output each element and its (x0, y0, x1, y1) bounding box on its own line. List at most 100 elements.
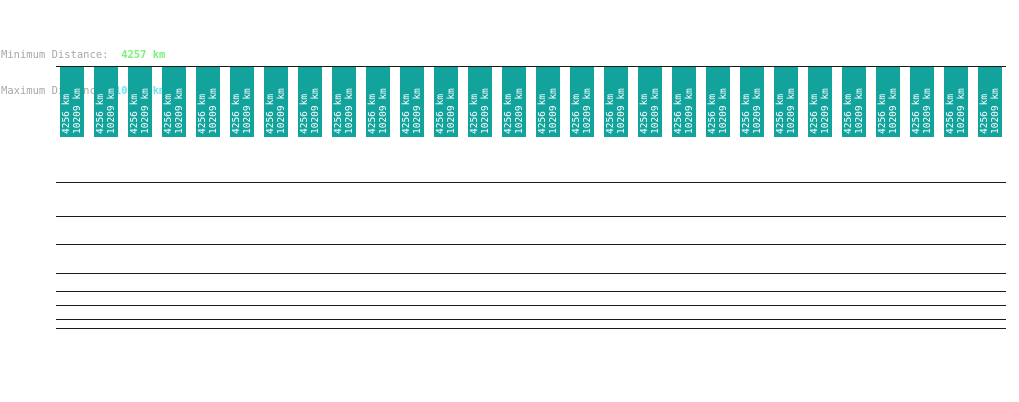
distance-bar: 4256 km 10209 km (162, 67, 186, 137)
bar-max-distance: 10209 km (378, 88, 389, 134)
distance-bar-text: 4256 km 10209 km (197, 67, 219, 137)
bar-max-distance: 10209 km (990, 88, 1001, 134)
bar-min-distance: 4256 km (299, 93, 310, 134)
distance-bar: 4256 km 10209 km (706, 67, 730, 137)
bar-min-distance: 4256 km (673, 93, 684, 134)
bar-max-distance: 10209 km (854, 88, 865, 134)
distance-bar-text: 4256 km 10209 km (775, 67, 797, 137)
bar-min-distance: 4256 km (775, 93, 786, 134)
bar-min-distance: 4256 km (265, 93, 276, 134)
grid-line (56, 328, 1006, 329)
bar-min-distance: 4256 km (95, 93, 106, 134)
distance-bar-text: 4256 km 10209 km (809, 67, 831, 137)
distance-bar: 4256 km 10209 km (434, 67, 458, 137)
distance-bar-text: 4256 km 10209 km (979, 67, 1001, 137)
distance-bar-text: 4256 km 10209 km (537, 67, 559, 137)
bar-min-distance: 4256 km (61, 93, 72, 134)
distance-bar-text: 4256 km 10209 km (945, 67, 967, 137)
distance-bar-text: 4256 km 10209 km (129, 67, 151, 137)
bar-max-distance: 10209 km (786, 88, 797, 134)
distance-bar: 4256 km 10209 km (910, 67, 934, 137)
distance-bar-text: 4256 km 10209 km (61, 67, 83, 137)
distance-bar-text: 4256 km 10209 km (469, 67, 491, 137)
bar-max-distance: 10209 km (616, 88, 627, 134)
bar-max-distance: 10209 km (446, 88, 457, 134)
bar-min-distance: 4256 km (469, 93, 480, 134)
bar-min-distance: 4256 km (843, 93, 854, 134)
distance-bar: 4256 km 10209 km (230, 67, 254, 137)
bar-min-distance: 4256 km (639, 93, 650, 134)
bar-max-distance: 10209 km (480, 88, 491, 134)
bar-max-distance: 10209 km (922, 88, 933, 134)
bar-min-distance: 4256 km (503, 93, 514, 134)
distance-bar-text: 4256 km 10209 km (435, 67, 457, 137)
bar-max-distance: 10209 km (752, 88, 763, 134)
distance-bar: 4256 km 10209 km (808, 67, 832, 137)
bar-min-distance: 4256 km (741, 93, 752, 134)
min-distance-label: Minimum Distance: (1, 49, 109, 61)
distance-bar-text: 4256 km 10209 km (707, 67, 729, 137)
bar-max-distance: 10209 km (242, 88, 253, 134)
distance-bar-text: 4256 km 10209 km (605, 67, 627, 137)
distance-bar: 4256 km 10209 km (842, 67, 866, 137)
distance-bar: 4256 km 10209 km (604, 67, 628, 137)
distance-bar: 4256 km 10209 km (128, 67, 152, 137)
distance-bar: 4256 km 10209 km (502, 67, 526, 137)
grid-line (56, 305, 1006, 306)
bar-max-distance: 10209 km (582, 88, 593, 134)
bar-max-distance: 10209 km (208, 88, 219, 134)
distance-bar-text: 4256 km 10209 km (367, 67, 389, 137)
bar-max-distance: 10209 km (276, 88, 287, 134)
distance-bar-text: 4256 km 10209 km (877, 67, 899, 137)
bar-min-distance: 4256 km (877, 93, 888, 134)
bar-max-distance: 10209 km (344, 88, 355, 134)
bar-min-distance: 4256 km (809, 93, 820, 134)
bar-max-distance: 10209 km (820, 88, 831, 134)
bar-min-distance: 4256 km (197, 93, 208, 134)
bar-min-distance: 4256 km (911, 93, 922, 134)
distance-bar: 4256 km 10209 km (536, 67, 560, 137)
bar-max-distance: 10209 km (72, 88, 83, 134)
bar-max-distance: 10209 km (684, 88, 695, 134)
distance-bar-text: 4256 km 10209 km (333, 67, 355, 137)
bar-min-distance: 4256 km (979, 93, 990, 134)
bar-max-distance: 10209 km (650, 88, 661, 134)
distance-bar: 4256 km 10209 km (400, 67, 424, 137)
bar-max-distance: 10209 km (310, 88, 321, 134)
top-rule (56, 66, 1006, 67)
min-distance-value: 4257 km (121, 49, 166, 61)
bar-min-distance: 4256 km (605, 93, 616, 134)
bar-min-distance: 4256 km (435, 93, 446, 134)
bar-max-distance: 10209 km (140, 88, 151, 134)
bar-max-distance: 10209 km (888, 88, 899, 134)
bar-min-distance: 4256 km (707, 93, 718, 134)
bar-min-distance: 4256 km (231, 93, 242, 134)
distance-bar-text: 4256 km 10209 km (639, 67, 661, 137)
distance-bars: 4256 km 10209 km 4256 km 10209 km 4256 km 102… (60, 67, 1006, 137)
distance-bar: 4256 km 10209 km (366, 67, 390, 137)
bar-max-distance: 10209 km (106, 88, 117, 134)
distance-bar: 4256 km 10209 km (638, 67, 662, 137)
distance-bar-text: 4256 km 10209 km (265, 67, 287, 137)
grid-line (56, 273, 1006, 274)
distance-bar: 4256 km 10209 km (94, 67, 118, 137)
bar-max-distance: 10209 km (956, 88, 967, 134)
distance-bar-text: 4256 km 10209 km (911, 67, 933, 137)
grid-line (56, 182, 1006, 183)
bar-max-distance: 10209 km (514, 88, 525, 134)
bar-min-distance: 4256 km (537, 93, 548, 134)
bar-max-distance: 10209 km (412, 88, 423, 134)
grid-line (56, 216, 1006, 217)
grid-line (56, 319, 1006, 320)
grid-line (56, 244, 1006, 245)
distance-bar: 4256 km 10209 km (332, 67, 356, 137)
distance-bar: 4256 km 10209 km (196, 67, 220, 137)
distance-bar: 4256 km 10209 km (298, 67, 322, 137)
distance-bar-text: 4256 km 10209 km (673, 67, 695, 137)
distance-bar: 4256 km 10209 km (468, 67, 492, 137)
bar-min-distance: 4256 km (367, 93, 378, 134)
bar-min-distance: 4256 km (571, 93, 582, 134)
min-distance-row: Minimum Distance: 4257 km (1, 49, 165, 61)
distance-bar: 4256 km 10209 km (774, 67, 798, 137)
distance-bar-text: 4256 km 10209 km (503, 67, 525, 137)
